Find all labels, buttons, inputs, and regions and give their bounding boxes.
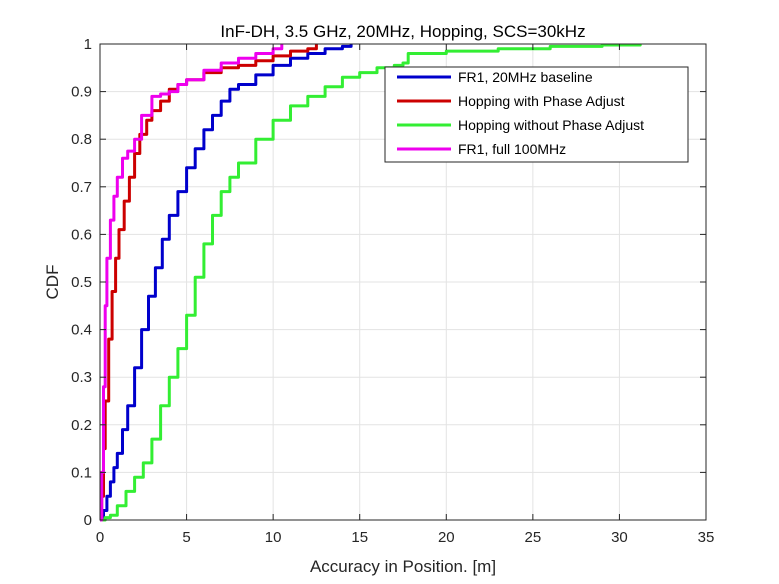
y-tick-label: 0.7 xyxy=(71,179,92,196)
legend-label-3: Hopping without Phase Adjust xyxy=(458,117,644,133)
y-tick-label: 0.6 xyxy=(71,226,92,243)
x-tick-label: 35 xyxy=(698,529,715,546)
y-tick-label: 0.9 xyxy=(71,84,92,101)
y-tick-label: 0.1 xyxy=(71,464,92,481)
y-tick-label: 0.3 xyxy=(71,369,92,386)
x-tick-label: 10 xyxy=(265,529,282,546)
x-tick-label: 30 xyxy=(611,529,628,546)
y-tick-label: 1 xyxy=(84,36,92,53)
legend-box xyxy=(384,66,689,163)
x-tick-label: 25 xyxy=(525,529,542,546)
x-tick-label: 15 xyxy=(351,529,368,546)
y-tick-label: 0 xyxy=(84,512,92,529)
series-line-4 xyxy=(100,44,284,522)
y-axis-ticks: 0 0.1 0.2 0.3 0.4 0.5 0.6 0.7 0.8 0.9 1 xyxy=(71,36,706,529)
x-axis-ticks: 0 5 10 15 20 25 30 35 xyxy=(96,44,715,546)
series-line-3 xyxy=(100,43,642,522)
series-line-2 xyxy=(100,44,318,522)
y-tick-label: 0.8 xyxy=(71,131,92,148)
x-axis-label: Accuracy in Position. [m] xyxy=(310,557,496,576)
x-tick-label: 5 xyxy=(182,529,190,546)
series-line-1 xyxy=(100,44,353,522)
x-tick-label: 20 xyxy=(438,529,455,546)
series-lines xyxy=(100,43,642,522)
y-tick-label: 0.4 xyxy=(71,322,92,339)
y-tick-label: 0.5 xyxy=(71,274,92,291)
y-axis-label: CDF xyxy=(43,265,62,300)
legend: FR1, 20MHz baseline Hopping with Phase Ad… xyxy=(384,66,689,163)
legend-label-1: FR1, 20MHz baseline xyxy=(458,69,593,85)
legend-label-2: Hopping with Phase Adjust xyxy=(458,93,625,109)
x-tick-label: 0 xyxy=(96,529,104,546)
y-tick-label: 0.2 xyxy=(71,417,92,434)
chart-title: InF-DH, 3.5 GHz, 20MHz, Hopping, SCS=30k… xyxy=(220,22,585,41)
legend-label-4: FR1, full 100MHz xyxy=(458,141,566,157)
